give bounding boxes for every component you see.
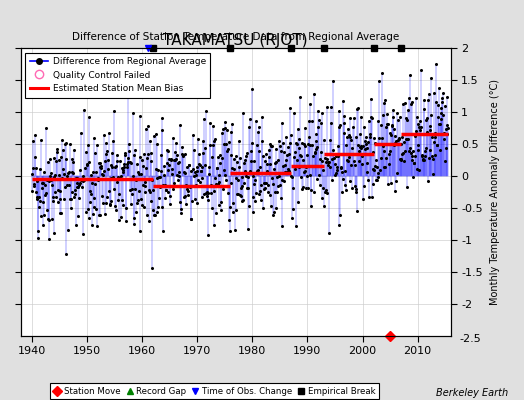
Text: Difference of Station Temperature Data from Regional Average: Difference of Station Temperature Data f… [72, 32, 399, 42]
Text: Berkeley Earth: Berkeley Earth [436, 388, 508, 398]
Y-axis label: Monthly Temperature Anomaly Difference (°C): Monthly Temperature Anomaly Difference (… [489, 79, 499, 305]
Text: -2.5: -2.5 [459, 334, 481, 344]
Title: TAKAMATSU (RJOT): TAKAMATSU (RJOT) [163, 33, 308, 48]
Legend: Station Move, Record Gap, Time of Obs. Change, Empirical Break: Station Move, Record Gap, Time of Obs. C… [50, 384, 379, 399]
